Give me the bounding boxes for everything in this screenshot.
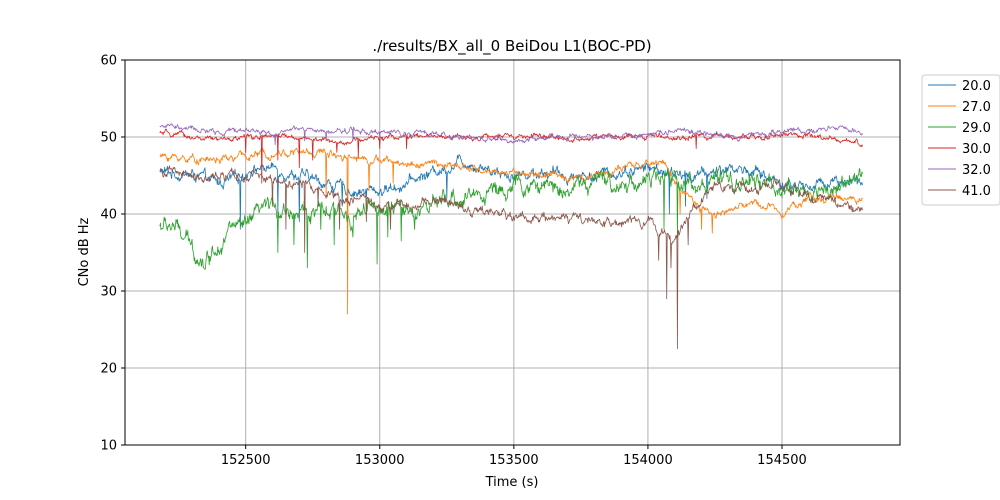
y-tick-label: 20 xyxy=(100,362,117,377)
y-tick-label: 40 xyxy=(100,208,117,223)
chart-title: ./results/BX_all_0 BeiDou L1(BOC-PD) xyxy=(372,37,651,56)
legend-label-32-0: 32.0 xyxy=(962,163,991,178)
legend-label-20-0: 20.0 xyxy=(962,79,991,94)
y-tick-label: 50 xyxy=(100,131,117,146)
x-tick-label: 152500 xyxy=(221,453,271,468)
series-lines xyxy=(159,123,863,350)
x-axis-title: Time (s) xyxy=(485,475,539,490)
legend-box xyxy=(921,74,1000,206)
y-axis-title: CNo dB Hz xyxy=(77,217,92,286)
series-line-27-0 xyxy=(159,147,863,315)
x-tick-label: 153500 xyxy=(489,453,539,468)
series-line-41-0 xyxy=(159,165,863,350)
y-tick-label: 10 xyxy=(100,439,117,454)
legend-label-29-0: 29.0 xyxy=(962,121,991,136)
series-line-32-0 xyxy=(159,123,863,146)
legend-label-27-0: 27.0 xyxy=(962,100,991,115)
series-line-20-0 xyxy=(159,154,863,230)
plot-frame xyxy=(124,59,901,446)
legend-label-41-0: 41.0 xyxy=(962,184,991,199)
x-tick-label: 154500 xyxy=(757,453,807,468)
x-tick-label: 153000 xyxy=(355,453,405,468)
x-axis-ticks: 152500 153000 153500 154000 154500 xyxy=(221,445,807,468)
y-axis-ticks: 10 20 30 40 50 60 xyxy=(100,54,125,454)
x-tick-label: 154000 xyxy=(623,453,673,468)
plot-area xyxy=(125,60,900,445)
y-tick-label: 60 xyxy=(100,54,117,69)
legend: 20.0 27.0 29.0 30.0 32.0 41.0 xyxy=(921,74,1000,206)
y-tick-label: 30 xyxy=(100,285,117,300)
series-line-29-0 xyxy=(159,166,863,270)
legend-label-30-0: 30.0 xyxy=(962,142,991,157)
